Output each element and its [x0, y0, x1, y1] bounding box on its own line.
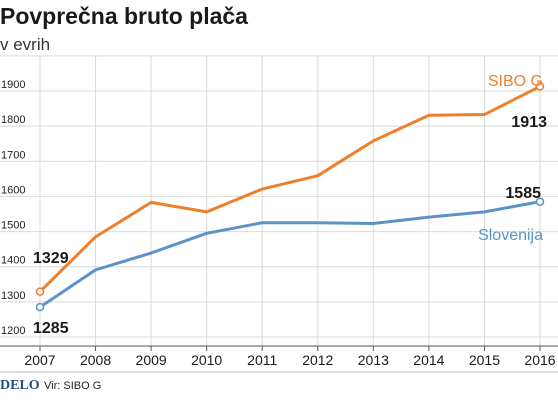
y-tick-label: 1600 — [1, 184, 25, 196]
series-line-slovenija — [39, 200, 541, 309]
y-axis: 1200 1300 1400 1500 1600 1700 1800 1900 — [1, 79, 25, 337]
y-tick-label: 1900 — [1, 79, 25, 91]
y-tick-label: 1300 — [1, 290, 25, 302]
value-labels: SIBO G 1913 1329 1585 Slovenija 1285 — [33, 73, 547, 337]
x-tick-label: 2009 — [136, 352, 167, 368]
series-label-sibo-g: SIBO G — [488, 73, 543, 90]
y-tick-label: 1400 — [1, 255, 25, 267]
chart-title: Povprečna bruto plača — [0, 3, 248, 29]
source-note: Vir: SIBO G — [44, 380, 101, 392]
x-tick-label: 2014 — [413, 352, 444, 368]
gridlines — [0, 55, 558, 346]
x-tick-label: 2010 — [191, 352, 222, 368]
chart-subtitle: v evrih — [0, 35, 50, 54]
end-value-slovenija: 1585 — [505, 185, 541, 202]
endpoint-marker — [535, 197, 545, 206]
end-value-sibo-g: 1913 — [511, 114, 547, 131]
series-label-slovenija: Slovenija — [478, 227, 543, 244]
start-value-slovenija: 1285 — [33, 320, 69, 337]
x-tick-label: 2016 — [524, 352, 555, 368]
x-tick-label: 2008 — [80, 352, 111, 368]
x-tick-label: 2012 — [302, 352, 333, 368]
y-tick-label: 1800 — [1, 114, 25, 126]
x-tick-label: 2007 — [24, 352, 55, 368]
series-line-sibo-g — [38, 85, 541, 293]
x-tick-label: 2011 — [247, 352, 277, 368]
endpoint-marker — [35, 287, 45, 296]
endpoint-marker — [535, 82, 545, 91]
y-tick-label: 1200 — [1, 325, 25, 337]
endpoint-marker — [35, 302, 45, 312]
x-tick-label: 2015 — [469, 352, 500, 368]
y-tick-label: 1700 — [1, 149, 25, 161]
x-tick-label: 2013 — [358, 352, 389, 368]
y-tick-label: 1500 — [1, 220, 25, 232]
x-axis: 2007 2008 2009 2010 2011 2012 2013 2014 2015 2016 — [0, 345, 558, 368]
start-value-sibo-g: 1329 — [33, 250, 69, 267]
series-lines — [35, 82, 545, 312]
delo-logo: DELO — [0, 378, 40, 393]
